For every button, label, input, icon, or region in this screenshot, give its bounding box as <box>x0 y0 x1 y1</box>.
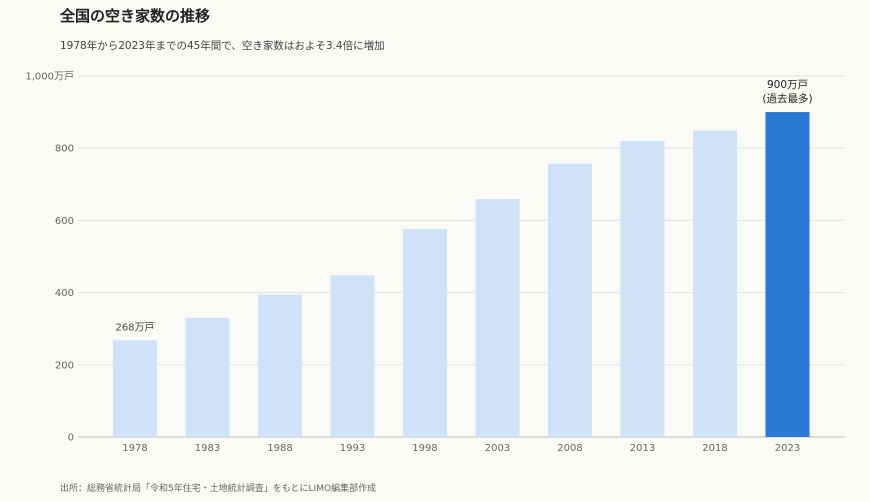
x-tick-label: 2013 <box>630 443 655 454</box>
y-tick-label: 1,000万戸 <box>25 71 74 83</box>
x-tick-label: 2008 <box>557 443 582 454</box>
bar-1988 <box>258 294 302 437</box>
x-axis-ticks: 1978 1983 1988 1993 1998 2003 2008 2013 2018 2023 <box>122 443 800 454</box>
bar-2008 <box>548 163 592 437</box>
bar-1983 <box>185 317 230 437</box>
x-tick-label: 1988 <box>267 443 292 454</box>
data-label: 268万戸 <box>115 321 154 333</box>
x-tick-label: 1998 <box>412 443 437 454</box>
x-tick-label: 1978 <box>122 443 147 454</box>
data-label: (過去最多) <box>762 92 812 105</box>
x-tick-label: 1983 <box>195 443 220 454</box>
y-tick-label: 800 <box>55 144 74 155</box>
chart-subtitle: 1978年から2023年までの45年間で、空き家数はおよそ3.4倍に増加 <box>60 40 385 52</box>
bars <box>113 112 810 438</box>
source-note: 出所：総務省統計局「令和5年住宅・土地統計調査」をもとにLIMO編集部作成 <box>60 484 377 494</box>
x-tick-label: 1993 <box>340 443 365 454</box>
bar-1978 <box>113 340 157 437</box>
annotations: 268万戸 900万戸(過去最多) <box>115 79 812 333</box>
x-tick-label: 2003 <box>485 443 510 454</box>
bar-2003 <box>475 199 520 437</box>
bar-1993 <box>330 275 375 437</box>
bar-2018 <box>693 130 737 438</box>
y-tick-label: 600 <box>55 216 74 227</box>
bar-1998 <box>403 229 447 437</box>
y-axis-ticks: 0 200 400 600 800 1,000万戸 <box>25 71 74 444</box>
bar-2013 <box>620 140 665 438</box>
bar-2023 <box>765 112 810 437</box>
x-tick-label: 2018 <box>702 443 727 454</box>
x-tick-label: 2023 <box>775 443 800 454</box>
data-label: 900万戸 <box>767 79 808 91</box>
chart-title: 全国の空き家数の推移 <box>60 7 211 25</box>
y-tick-label: 0 <box>68 433 74 444</box>
y-tick-label: 400 <box>55 288 74 299</box>
y-tick-label: 200 <box>55 360 74 371</box>
